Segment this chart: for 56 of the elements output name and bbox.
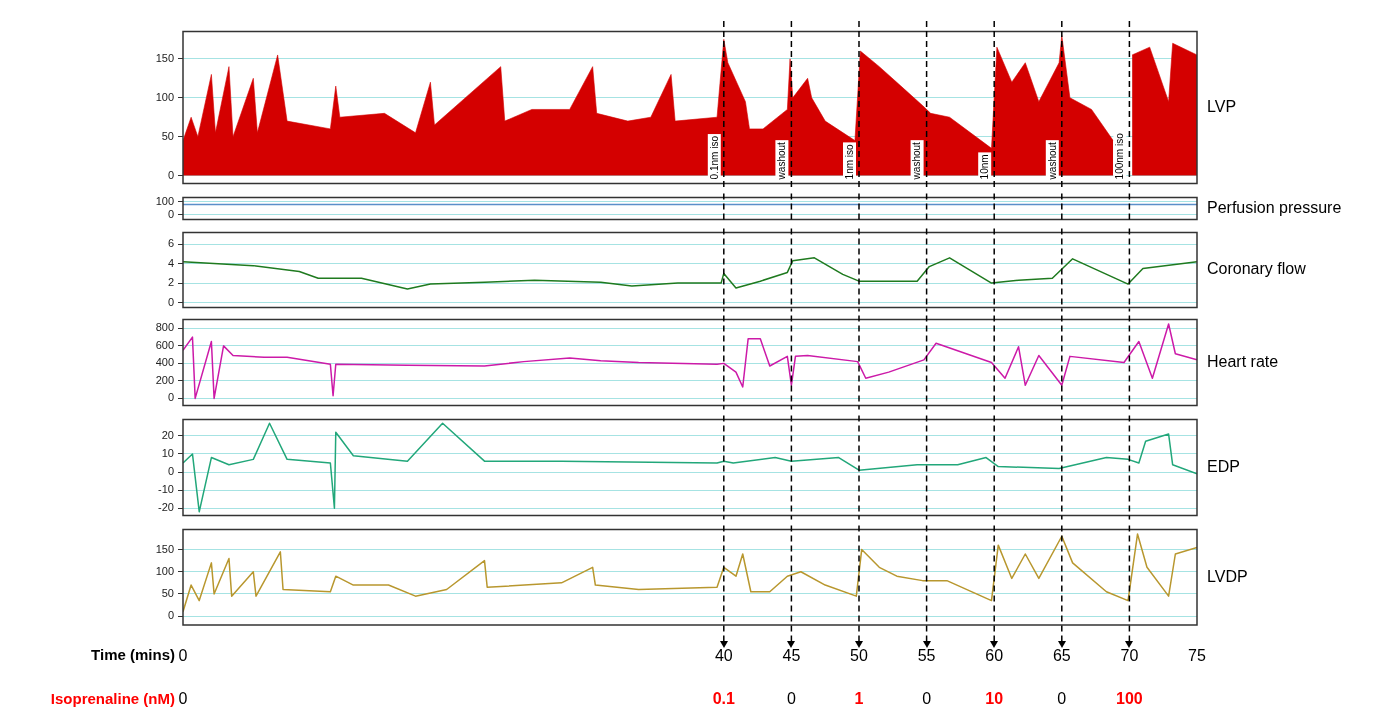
x-tick-label: 55 bbox=[917, 647, 936, 665]
y-tick-label: 50 bbox=[161, 586, 174, 599]
x-tick-label: 75 bbox=[1188, 647, 1206, 665]
y-tick-label: 2 bbox=[167, 276, 174, 289]
y-tick-label: 0 bbox=[167, 465, 174, 478]
x-tick-label: 45 bbox=[782, 647, 801, 665]
x-tick-label: 70 bbox=[1120, 647, 1139, 665]
y-axis-title: Heart rate bbox=[1207, 352, 1279, 370]
text: 0.1 bbox=[712, 690, 736, 708]
y-tick-label: 0 bbox=[167, 609, 174, 622]
x-tick-label: 50 bbox=[850, 647, 868, 665]
ref-line-label: 1nm iso bbox=[843, 143, 855, 180]
text: 10 bbox=[985, 690, 1004, 708]
y-tick-label: 100 bbox=[155, 564, 174, 577]
y-tick-label: -20 bbox=[158, 501, 174, 514]
y-axis-title: LVDP bbox=[1207, 567, 1248, 585]
ref-line-label: 10nm bbox=[978, 154, 990, 180]
text: 100 bbox=[1116, 690, 1143, 708]
y-tick-label: -10 bbox=[158, 483, 174, 496]
y-tick-label: 400 bbox=[155, 356, 174, 369]
ref-line-label: washout bbox=[776, 141, 788, 181]
y-axis-title: EDP bbox=[1207, 457, 1240, 475]
y-tick-label: 6 bbox=[167, 237, 174, 250]
y-tick-label: 20 bbox=[161, 428, 174, 441]
text: 0 bbox=[1057, 690, 1067, 708]
text: 0 bbox=[786, 690, 796, 708]
x-tick-label: 65 bbox=[1052, 647, 1071, 665]
x-tick-label: 40 bbox=[714, 647, 733, 665]
y-axis-title: Perfusion pressure bbox=[1207, 198, 1342, 216]
text: 0 bbox=[178, 690, 188, 708]
y-tick-label: 150 bbox=[155, 542, 174, 555]
y-tick-label: 100 bbox=[155, 194, 174, 207]
y-tick-label: 200 bbox=[155, 373, 174, 386]
y-tick-label: 100 bbox=[155, 90, 174, 103]
y-axis-title: Coronary flow bbox=[1207, 260, 1307, 278]
y-tick-label: 0 bbox=[167, 391, 174, 404]
text: 0 bbox=[922, 690, 932, 708]
y-tick-label: 600 bbox=[155, 338, 174, 351]
x-tick-label: 0 bbox=[178, 647, 188, 665]
ref-line-label: washout bbox=[1046, 141, 1058, 181]
y-tick-label: 0 bbox=[167, 295, 174, 308]
y-axis-title: LVP bbox=[1207, 97, 1237, 115]
y-tick-label: 800 bbox=[155, 321, 174, 334]
ref-line-label: 0.1nm iso bbox=[708, 135, 720, 180]
x-axis-title: Time (mins) bbox=[91, 646, 175, 664]
y-tick-label: 150 bbox=[155, 51, 174, 64]
y-tick-label: 10 bbox=[161, 446, 174, 459]
ref-line-label: washout bbox=[911, 141, 923, 181]
y-tick-label: 4 bbox=[167, 256, 174, 269]
ref-line-label: 100nm iso bbox=[1114, 132, 1126, 180]
x-tick-label: 60 bbox=[985, 647, 1004, 665]
y-tick-label: 0 bbox=[167, 207, 174, 220]
text: 1 bbox=[854, 690, 864, 708]
y-tick-label: 50 bbox=[161, 129, 174, 142]
text: Isoprenaline (nM) bbox=[50, 690, 175, 708]
y-tick-label: 0 bbox=[167, 168, 174, 181]
